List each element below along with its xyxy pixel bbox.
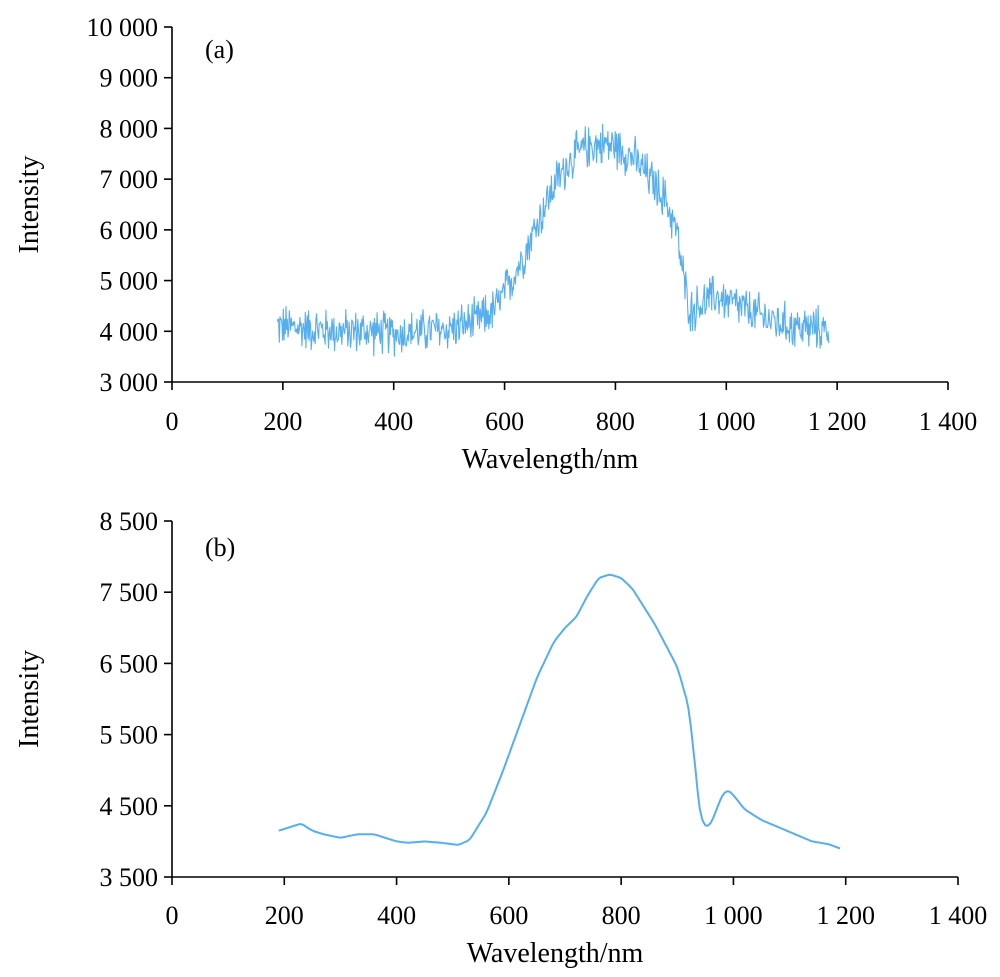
y-tick-label: 8 500 <box>100 507 159 536</box>
x-tick-label: 200 <box>263 407 302 436</box>
x-tick-label: 1 000 <box>697 407 756 436</box>
x-tick-label: 1 400 <box>919 407 978 436</box>
x-tick-label: 800 <box>602 901 641 930</box>
chart-panel-b: 3 500 4 500 5 500 6 500 7 500 8 500 0 200 400 600… <box>14 507 987 969</box>
x-axis-title: Wavelength/nm <box>467 938 644 969</box>
x-tick-label: 600 <box>485 407 524 436</box>
y-tick-label: 6 000 <box>100 216 159 245</box>
intensity-series-line <box>276 123 830 357</box>
x-tick-label: 0 <box>166 407 179 436</box>
y-tick-label: 5 500 <box>100 721 159 750</box>
x-tick-label: 800 <box>596 407 635 436</box>
x-tick-label: 0 <box>166 901 179 930</box>
intensity-series-line <box>278 573 841 850</box>
y-axis-title: Intensity <box>14 650 45 748</box>
x-tick-label: 600 <box>489 901 528 930</box>
y-tick-label: 4 500 <box>100 792 159 821</box>
y-tick-label: 5 000 <box>100 267 159 296</box>
x-tick-label: 1 400 <box>929 901 988 930</box>
y-tick-label: 7 500 <box>100 578 159 607</box>
y-axis-title: Intensity <box>14 156 45 254</box>
y-tick-label: 3 500 <box>100 863 159 892</box>
y-tick-label: 7 000 <box>100 165 159 194</box>
x-tick-label: 400 <box>374 407 413 436</box>
y-tick-label: 4 000 <box>100 317 159 346</box>
y-tick-label: 3 000 <box>100 368 159 397</box>
y-tick-label: 10 000 <box>87 13 159 42</box>
y-tick-label: 9 000 <box>100 64 159 93</box>
x-tick-label: 1 000 <box>704 901 763 930</box>
y-tick-label: 6 500 <box>100 649 159 678</box>
chart-panel-a: 3 000 4 000 5 000 6 000 7 000 8 000 9 000 10 00… <box>14 13 977 475</box>
panel-label: (b) <box>205 533 235 562</box>
panel-label: (a) <box>205 35 234 64</box>
x-tick-label: 1 200 <box>808 407 867 436</box>
x-tick-label: 200 <box>265 901 304 930</box>
x-tick-label: 1 200 <box>816 901 875 930</box>
y-tick-label: 8 000 <box>100 114 159 143</box>
x-tick-label: 400 <box>377 901 416 930</box>
x-axis-title: Wavelength/nm <box>462 444 639 475</box>
